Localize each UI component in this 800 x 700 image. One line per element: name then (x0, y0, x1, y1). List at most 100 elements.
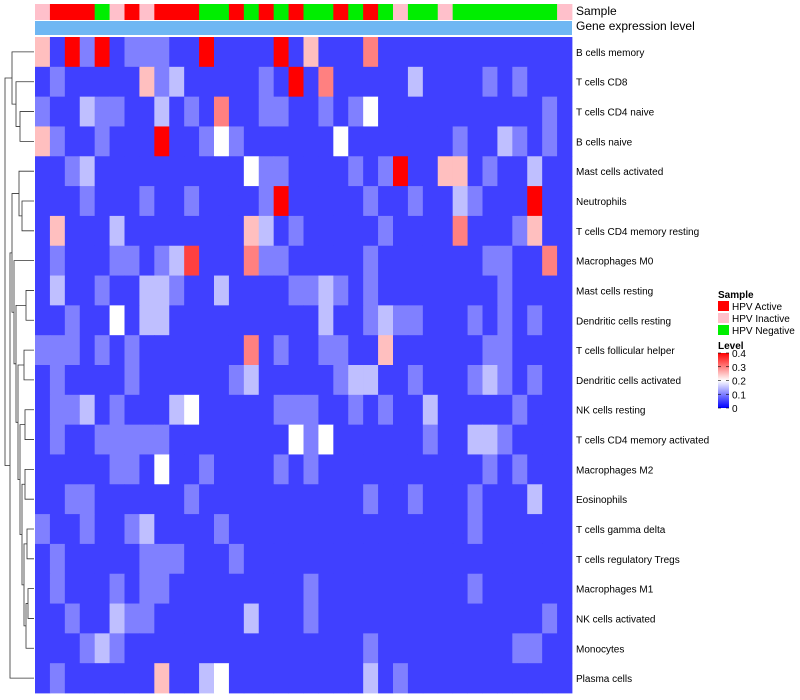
heatmap-cell (407, 126, 424, 157)
sample-annotation-cell (35, 4, 51, 20)
row-label: T cells CD8 (576, 78, 628, 89)
heatmap-cell (393, 663, 409, 694)
heatmap-cell (363, 156, 379, 187)
heatmap-cell (407, 215, 424, 247)
dendrogram-branch (25, 290, 34, 321)
heatmap-cell (422, 454, 439, 485)
heatmap-cell (243, 543, 260, 575)
heatmap-cell (273, 126, 289, 157)
heatmap-cell (348, 126, 364, 157)
heatmap-cell (169, 424, 185, 455)
dendrogram-branch (15, 304, 26, 423)
heatmap-cell (437, 573, 454, 604)
heatmap-cell (79, 573, 96, 604)
heatmap-cell (124, 573, 140, 604)
heatmap-cell (378, 573, 394, 604)
heatmap-cell (333, 305, 349, 336)
heatmap-cell (378, 514, 394, 545)
sample-annotation-cell (199, 4, 215, 20)
heatmap-cell (64, 37, 81, 68)
sample-legend-swatch (718, 325, 729, 335)
heatmap-cell (318, 603, 334, 634)
sample-annotation-cell (527, 4, 543, 20)
heatmap-cell (482, 454, 498, 485)
heatmap-cell (422, 126, 439, 157)
heatmap-cell (452, 245, 468, 276)
heatmap-cell (79, 454, 96, 485)
heatmap-cell (228, 96, 245, 127)
level-tick-label: 0.1 (732, 390, 746, 401)
heatmap-cell (467, 573, 483, 604)
heatmap-cell (542, 514, 558, 545)
heatmap-cell (527, 573, 543, 604)
heatmap-cell (407, 96, 424, 127)
heatmap-cell (154, 663, 170, 694)
heatmap-cell (527, 424, 543, 455)
heatmap-cell (79, 514, 96, 545)
heatmap-cell (258, 335, 275, 366)
heatmap-cell (467, 37, 483, 68)
heatmap-cell (527, 335, 543, 366)
heatmap-cell (273, 603, 289, 634)
heatmap-cell (437, 365, 454, 396)
heatmap-cell (124, 365, 140, 396)
heatmap-cell (378, 156, 394, 187)
heatmap-cell (557, 126, 573, 157)
heatmap-cell (303, 156, 319, 187)
heatmap-cell (407, 573, 424, 604)
heatmap-cell (273, 454, 289, 485)
heatmap-cell (184, 633, 200, 664)
heatmap-cell (422, 484, 439, 515)
heatmap-cell (154, 603, 170, 634)
heatmap-cell (393, 514, 409, 545)
heatmap-cell (169, 245, 185, 276)
heatmap-cell (497, 66, 513, 98)
heatmap-cell (243, 573, 260, 604)
heatmap-cell (542, 37, 558, 68)
heatmap-cell (437, 96, 454, 127)
heatmap-cell (333, 66, 349, 98)
heatmap-cell (527, 633, 543, 664)
heatmap-cell (512, 335, 528, 366)
heatmap-cell (273, 484, 289, 515)
heatmap-cell (258, 215, 275, 247)
heatmap-cell (363, 96, 379, 127)
heatmap-cell (273, 186, 289, 217)
heatmap-cell (109, 365, 125, 396)
heatmap-cell (64, 573, 81, 604)
heatmap-cell (124, 335, 140, 366)
heatmap-cell (228, 126, 245, 157)
heatmap-cell (169, 96, 185, 127)
heatmap-cell (243, 186, 260, 217)
heatmap-cell (378, 603, 394, 634)
heatmap-cell (378, 215, 394, 247)
heatmap-cell (333, 186, 349, 217)
heatmap-cell (557, 663, 573, 694)
heatmap-cell (482, 394, 498, 426)
sample-annotation-cell (258, 4, 275, 20)
heatmap-cell (527, 156, 543, 187)
heatmap-cell (199, 245, 215, 276)
heatmap-cell (64, 96, 81, 127)
heatmap-cell (258, 245, 275, 276)
heatmap-cell (109, 394, 125, 426)
heatmap-cell (348, 335, 364, 366)
heatmap-cell (363, 245, 379, 276)
heatmap-cell (303, 603, 319, 634)
sample-annotation-cell (407, 4, 424, 20)
sample-annotation-label: Sample (576, 4, 617, 18)
dendrogram-branch (27, 588, 34, 619)
heatmap-cell (154, 215, 170, 247)
heatmap-cell (124, 484, 140, 515)
heatmap-cell (333, 424, 349, 455)
heatmap-cell (542, 96, 558, 127)
sample-annotation-cell (378, 4, 394, 20)
heatmap-cell (49, 335, 66, 366)
heatmap-cell (363, 275, 379, 306)
heatmap-cell (542, 424, 558, 455)
heatmap-cell (258, 543, 275, 575)
heatmap-cell (467, 126, 483, 157)
heatmap-cell (228, 663, 245, 694)
row-label: Mast cells resting (576, 286, 653, 297)
heatmap-cell (243, 305, 260, 336)
